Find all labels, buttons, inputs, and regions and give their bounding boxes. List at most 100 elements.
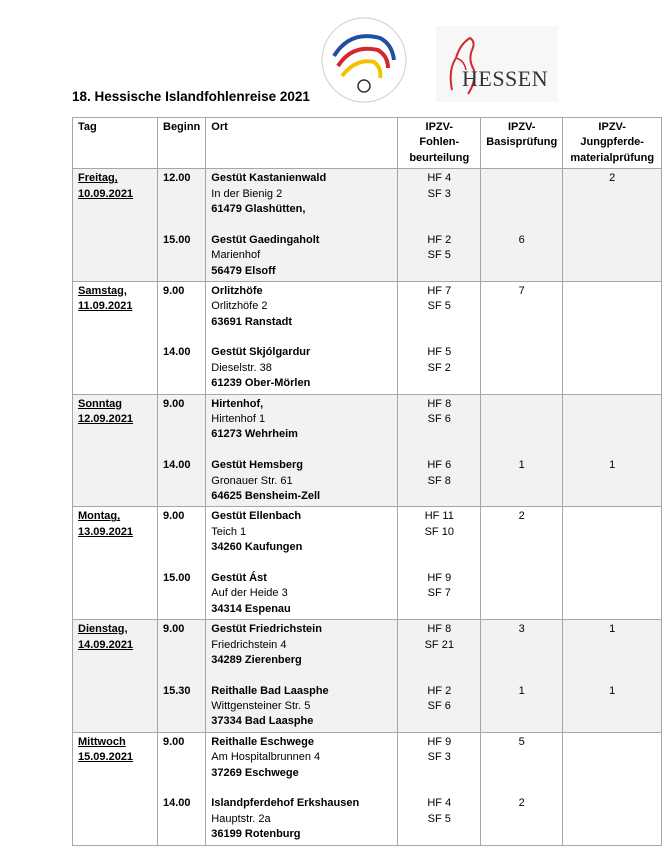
- visit-row: Dienstag, 14.09.2021 9.00 Gestüt Friedrichs…: [72, 619, 663, 733]
- header-text: beurteilung: [409, 151, 470, 164]
- header-text: Tag: [78, 121, 97, 133]
- place-city: 34314 Espenau: [211, 602, 291, 615]
- foal-count: SF 2: [427, 361, 451, 374]
- header-cell: IPZV- Fohlen-beurteilung: [397, 116, 482, 170]
- visit-row: Samstag, 11.09.2021 9.00 Orlitzhöfe Orlitzhö…: [72, 280, 663, 395]
- visit-row: Mittwoch 15.09.2021 9.00 Reithalle Eschwege…: [72, 731, 663, 846]
- foals-cell: HF 6 SF 8: [397, 456, 482, 508]
- basis-cell: 1: [480, 681, 564, 733]
- day-cell: Dienstag, 14.09.2021: [72, 619, 158, 733]
- foal-count: HF 4: [427, 797, 452, 810]
- time-cell: 14.00: [156, 456, 207, 508]
- place-city: 64625 Bensheim-Zell: [211, 489, 321, 502]
- jung-cell: 1: [562, 681, 663, 733]
- visit-row: 15.30 Reithalle Bad Laasphe Wittgensteiner…: [73, 681, 663, 733]
- header-cell: IPZV- Basisprüfung: [480, 116, 564, 170]
- document-title: 18. Hessische Islandfohlenreise 2021: [72, 89, 310, 104]
- day-cell: Samstag, 11.09.2021: [72, 280, 158, 395]
- basis-text: 3: [518, 623, 525, 636]
- place-cell: Orlitzhöfe Orlitzhöfe 2 63691 Ranstadt: [205, 280, 399, 344]
- basis-text: 1: [518, 459, 525, 472]
- jung-text: 2: [609, 172, 616, 185]
- foal-count: SF 10: [424, 525, 454, 538]
- day-cell: Montag, 13.09.2021: [72, 506, 158, 621]
- basis-cell: 3: [480, 619, 564, 682]
- foal-count: SF 8: [427, 474, 451, 487]
- place-street: Am Hospitalbrunnen 4: [211, 751, 321, 764]
- foals-cell: HF 11 SF 10: [397, 506, 482, 569]
- foal-count: SF 5: [427, 249, 451, 262]
- day-name: Sonntag: [78, 397, 122, 410]
- place-name: Gestüt Friedrichstein: [211, 623, 322, 636]
- header-text: IPZV-: [507, 121, 536, 133]
- time-text: 14.00: [163, 346, 191, 359]
- foals-cell: HF 7 SF 5: [397, 280, 482, 344]
- visit-row: 14.00 Gestüt Hemsberg Gronauer Str. 61 6462…: [73, 456, 663, 508]
- jung-text: 1: [609, 459, 616, 472]
- place-cell: Gestüt Ást Auf der Heide 3 34314 Espenau: [205, 568, 399, 621]
- foal-count: HF 6: [427, 459, 452, 472]
- place-name: Hirtenhof,: [211, 397, 264, 410]
- day-name: Montag,: [78, 510, 121, 523]
- place-city: 34289 Zierenberg: [211, 653, 302, 666]
- visit-row: Sonntag 12.09.2021 9.00 Hirtenhof, Hirtenhof…: [72, 393, 663, 508]
- time-text: 9.00: [163, 735, 185, 748]
- schedule-table: Tag Beginn Ort IPZV- Fohlen-beurteilung IPZV-…: [72, 116, 663, 846]
- foals-cell: HF 4 SF 3: [397, 168, 482, 231]
- basis-cell: 6: [480, 230, 564, 282]
- place-street: Marienhof: [211, 249, 261, 262]
- foal-count: HF 9: [427, 571, 452, 584]
- basis-text: 6: [518, 233, 525, 246]
- place-city: 36199 Rotenburg: [211, 828, 301, 841]
- place-cell: Hirtenhof, Hirtenhof 1 61273 Wehrheim: [205, 393, 399, 457]
- place-name: Reithalle Bad Laasphe: [211, 684, 329, 697]
- basis-cell: [480, 393, 564, 457]
- basis-cell: [480, 568, 564, 621]
- place-name: Gestüt Skjólgardur: [211, 346, 311, 359]
- basis-cell: 5: [480, 731, 564, 795]
- time-cell: 9.00: [156, 280, 207, 344]
- basis-text: 2: [518, 797, 525, 810]
- header-text: materialprüfung: [570, 151, 655, 164]
- day-name: Samstag,: [78, 284, 127, 297]
- jung-cell: [562, 393, 663, 457]
- foal-count: HF 11: [424, 510, 454, 523]
- foals-cell: HF 2 SF 5: [397, 230, 482, 282]
- time-text: 15.00: [163, 571, 191, 584]
- time-cell: 9.00: [156, 731, 207, 795]
- place-name: Gestüt Ást: [211, 571, 267, 584]
- foal-count: HF 2: [427, 233, 452, 246]
- place-city: 63691 Ranstadt: [211, 315, 292, 328]
- jung-cell: 1: [562, 619, 663, 682]
- header-text: Fohlen-: [419, 136, 460, 149]
- day-cell: Sonntag 12.09.2021: [72, 393, 158, 508]
- time-text: 9.00: [163, 397, 185, 410]
- time-text: 15.00: [163, 233, 191, 246]
- place-street: Auf der Heide 3: [211, 587, 288, 600]
- time-cell: 15.00: [156, 230, 207, 282]
- time-text: 14.00: [163, 459, 191, 472]
- time-cell: 15.00: [156, 568, 207, 621]
- place-cell: Gestüt Hemsberg Gronauer Str. 61 64625 Ben…: [205, 456, 399, 508]
- foals-cell: HF 8 SF 21: [397, 619, 482, 682]
- header-row: Tag Beginn Ort IPZV- Fohlen-beurteilung IPZV-…: [72, 116, 663, 170]
- time-cell: 9.00: [156, 506, 207, 569]
- foal-count: HF 5: [427, 346, 452, 359]
- foal-count: HF 7: [427, 284, 452, 297]
- foal-count: SF 5: [427, 812, 451, 825]
- header-text: IPZV-: [598, 121, 626, 133]
- place-cell: Gestüt Ellenbach Teich 1 34260 Kaufungen: [205, 506, 399, 569]
- time-text: 15.30: [163, 684, 191, 697]
- jung-cell: 2: [562, 168, 663, 231]
- day-date: 10.09.2021: [78, 187, 134, 200]
- place-name: Gestüt Ellenbach: [211, 510, 302, 523]
- place-city: 34260 Kaufungen: [211, 541, 303, 554]
- basis-cell: 1: [480, 456, 564, 508]
- foal-count: SF 21: [424, 638, 454, 651]
- place-name: Orlitzhöfe: [211, 284, 263, 297]
- foal-count: SF 7: [427, 587, 451, 600]
- time-cell: 9.00: [156, 619, 207, 682]
- header-cell: Beginn: [156, 116, 207, 170]
- place-name: Gestüt Gaedingaholt: [211, 233, 320, 246]
